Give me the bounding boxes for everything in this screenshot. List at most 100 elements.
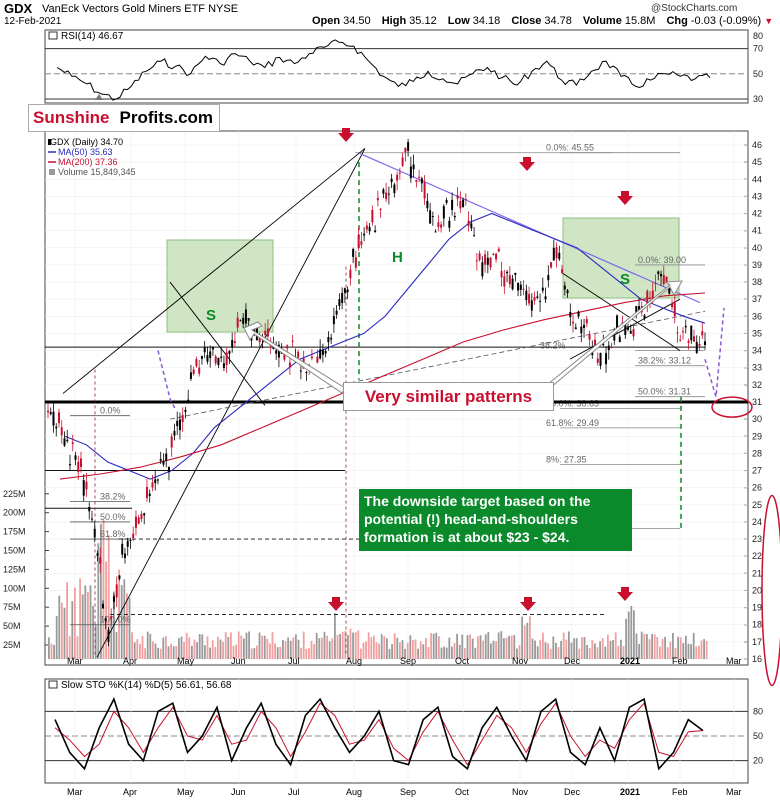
candle-body xyxy=(550,262,552,267)
candle-body xyxy=(206,355,208,362)
candle-body xyxy=(355,257,357,267)
volume-bar xyxy=(126,593,128,659)
volume-tick-label: 50M xyxy=(3,621,21,631)
candle-body xyxy=(160,459,162,461)
candle-body xyxy=(437,222,439,227)
volume-bar xyxy=(539,640,541,659)
candle-body xyxy=(132,534,134,538)
volume-bar xyxy=(487,632,489,659)
candle-body xyxy=(113,596,115,602)
fib-label: 38.2% xyxy=(100,491,126,501)
candle-body xyxy=(385,192,387,199)
price-tick-label: 18 xyxy=(752,620,762,630)
candle-body xyxy=(600,353,602,366)
volume-bar xyxy=(552,636,554,659)
volume-bar xyxy=(474,648,476,659)
price-tick-label: 42 xyxy=(752,209,762,219)
sto-month-label: Aug xyxy=(346,787,362,797)
price-tick-label: 45 xyxy=(752,157,762,167)
volume-bar xyxy=(207,636,209,659)
volume-bar xyxy=(246,633,248,659)
candle-body xyxy=(50,412,52,414)
volume-bar xyxy=(225,632,227,659)
candle-body xyxy=(80,458,82,466)
volume-bar xyxy=(584,637,586,659)
legend-volume-swatch xyxy=(49,169,55,175)
volume-bar xyxy=(165,636,167,659)
candle-body xyxy=(498,249,500,252)
volume-bar xyxy=(251,648,253,659)
sto-month-label: Jul xyxy=(288,787,300,797)
candle-body xyxy=(404,148,406,153)
volume-bar xyxy=(269,643,271,659)
fib-label: 0.0%: 45.55 xyxy=(546,143,594,153)
candle-body xyxy=(330,338,332,340)
volume-bar xyxy=(428,647,430,659)
volume-bar xyxy=(386,638,388,659)
month-label: Mar xyxy=(67,656,83,666)
candle-body xyxy=(173,431,175,436)
candle-body xyxy=(473,235,475,236)
candle-body xyxy=(564,286,566,290)
volume-bar xyxy=(51,644,53,659)
candle-body xyxy=(182,415,184,422)
price-tick-label: 37 xyxy=(752,294,762,304)
candle-body xyxy=(446,200,448,203)
month-label: Oct xyxy=(455,656,470,666)
sto-panel: 205080Slow STO %K(14) %D(5) 56.61, 56.68… xyxy=(45,679,763,797)
volume-bar xyxy=(435,633,437,659)
candle-body xyxy=(426,201,428,208)
volume-bar xyxy=(259,633,261,659)
candle-body xyxy=(195,359,197,366)
volume-bar xyxy=(196,642,198,659)
candle-body xyxy=(589,334,591,340)
volume-tick-label: 150M xyxy=(3,546,26,556)
volume-bar xyxy=(84,585,86,659)
candle-body xyxy=(553,248,555,261)
candle-body xyxy=(102,604,104,608)
candle-body xyxy=(352,249,354,257)
volume-bar xyxy=(131,632,133,659)
volume-bar xyxy=(334,613,336,659)
fib-label: 38.2% xyxy=(540,341,566,351)
rsi-tick-label: 80 xyxy=(753,31,763,41)
volume-bar xyxy=(285,641,287,659)
volume-bar xyxy=(477,636,479,659)
candle-body xyxy=(358,235,360,248)
month-label: Mar xyxy=(726,656,742,666)
candle-body xyxy=(171,436,173,447)
candle-body xyxy=(319,349,321,358)
candle-body xyxy=(523,289,525,290)
price-tick-label: 23 xyxy=(752,534,762,544)
candle-body xyxy=(487,258,489,265)
volume-bar xyxy=(581,637,583,659)
volume-bar xyxy=(430,633,432,659)
price-tick-label: 41 xyxy=(752,226,762,236)
volume-bar xyxy=(331,638,333,659)
left-pattern-box xyxy=(167,240,273,332)
month-label: Dec xyxy=(564,656,581,666)
volume-bar xyxy=(555,643,557,659)
candle-body xyxy=(578,311,580,316)
candle-body xyxy=(176,421,178,426)
target-zone-ellipse xyxy=(762,495,780,685)
price-tick-label: 28 xyxy=(752,448,762,458)
candle-body xyxy=(539,301,541,302)
candle-body xyxy=(275,350,277,354)
candle-body xyxy=(165,454,167,461)
candle-body xyxy=(424,182,426,198)
candle-body xyxy=(215,356,217,363)
candle-body xyxy=(231,340,233,347)
volume-bar xyxy=(706,641,708,659)
candle-body xyxy=(237,318,239,328)
volume-bar xyxy=(443,647,445,659)
candle-body xyxy=(547,275,549,280)
candle-body xyxy=(490,258,492,268)
volume-bar xyxy=(381,634,383,659)
volume-bar xyxy=(355,632,357,659)
volume-bar xyxy=(201,634,203,659)
volume-bar xyxy=(594,643,596,659)
candle-body xyxy=(344,288,346,293)
volume-bar xyxy=(664,637,666,659)
candle-body xyxy=(484,254,486,264)
